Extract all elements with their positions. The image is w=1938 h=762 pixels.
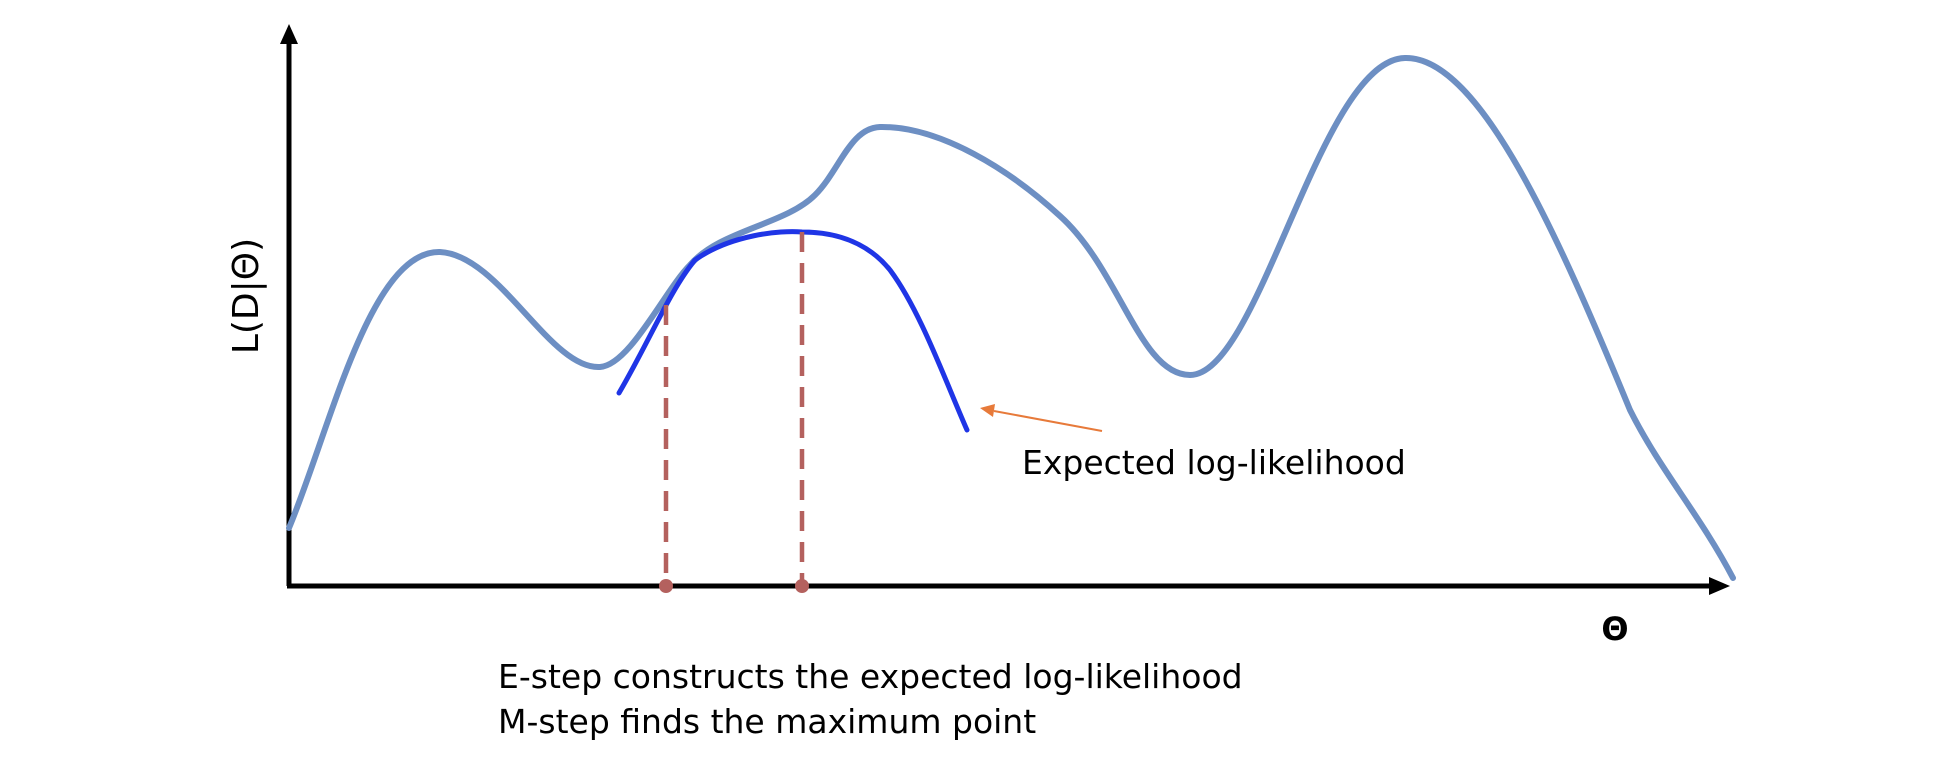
e-step-point xyxy=(659,579,673,593)
caption-line-e-step: E-step constructs the expected log-likel… xyxy=(498,657,1243,696)
callout-arrow xyxy=(993,410,1103,432)
y-axis-arrowhead xyxy=(280,24,298,44)
callout-arrowhead xyxy=(980,404,995,417)
y-axis-label: L(D|Θ) xyxy=(226,238,267,354)
x-axis-label: Θ xyxy=(1601,610,1628,648)
x-axis-arrowhead xyxy=(1709,577,1730,595)
expected-log-likelihood-curve xyxy=(616,229,970,433)
m-step-point xyxy=(795,579,809,593)
likelihood-curve xyxy=(286,54,1736,581)
caption-line-m-step: M-step finds the maximum point xyxy=(498,702,1036,741)
callout-label: Expected log-likelihood xyxy=(1022,443,1406,482)
